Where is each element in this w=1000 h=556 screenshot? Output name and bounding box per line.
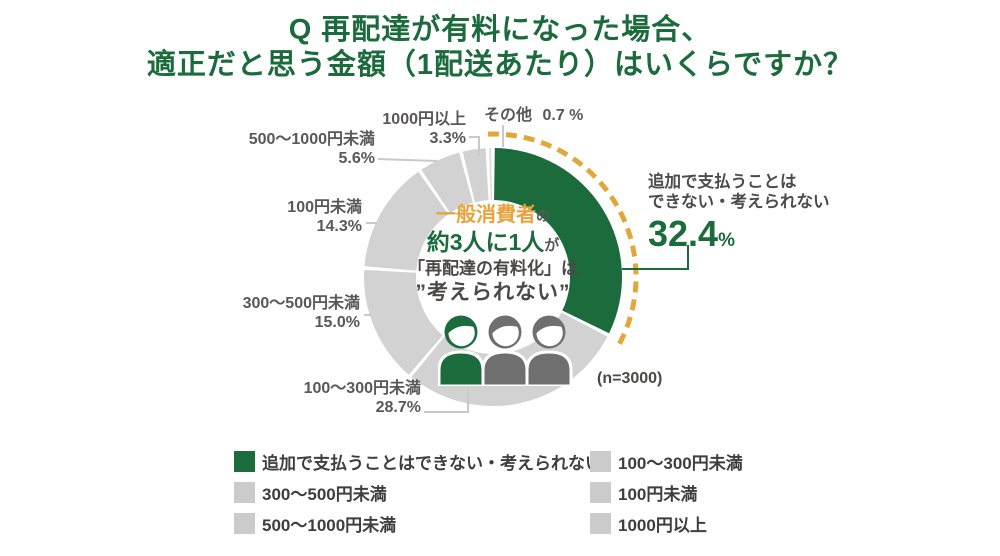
connector-500-1000	[377, 158, 438, 162]
legend-item-300-500: 300〜500円未満	[234, 477, 602, 508]
callout-500-1000-label: 500〜1000円未満	[248, 131, 375, 148]
connector-main-segment	[622, 245, 689, 270]
donut-segment	[494, 148, 623, 334]
callout-main-pct: 32.4%	[648, 214, 830, 261]
center-note-line2-tail: が	[544, 236, 560, 254]
legend-item-under100: 100円未満	[590, 477, 743, 508]
callout-main-pct-value: 32.4	[648, 213, 719, 254]
callout-300-500: 300〜500円未満 15.0%	[243, 294, 360, 332]
person-head-gray-1	[488, 315, 522, 349]
callout-main-pct-unit: %	[718, 230, 735, 251]
legend-label-100-300: 100〜300円未満	[618, 454, 743, 473]
connector-100-300	[424, 390, 469, 413]
person-head-green	[444, 315, 478, 349]
callout-500-1000: 500〜1000円未満 5.6%	[249, 130, 375, 168]
donut-segment	[421, 152, 473, 213]
legend-label-300-500: 300〜500円未満	[262, 485, 387, 504]
legend-label-500-1000: 500〜1000円未満	[262, 516, 397, 535]
callout-main-label-line1: 追加で支払うことは	[648, 173, 797, 191]
person-icon-gray-2	[525, 350, 573, 386]
person-icon-green	[438, 350, 485, 386]
legend-item-main: 追加で支払うことはできない・考えられない	[234, 446, 602, 477]
center-note-line1-tail: の	[536, 208, 550, 224]
callout-other: その他 0.7 %	[484, 106, 583, 125]
page-title-line1: Q 再配達が有料になった場合、	[288, 14, 712, 46]
callout-main-segment: 追加で支払うことは できない・考えられない 32.4%	[648, 172, 830, 261]
callout-over1000: 1000円以上 3.3%	[382, 110, 466, 148]
callout-other-label: その他	[484, 107, 533, 124]
person-icons	[438, 315, 573, 386]
callout-500-1000-pct: 5.6%	[338, 150, 375, 167]
callout-connectors	[364, 125, 504, 413]
center-note-line1: 一般消費者の	[373, 204, 613, 228]
legend-label-under100: 100円未満	[618, 485, 698, 504]
center-note-line3: 「再配達の有料化」は	[408, 258, 578, 278]
legend-swatch-gray	[590, 513, 611, 534]
emphasis-dashed-arc	[487, 131, 639, 346]
legend-item-100-300: 100〜300円未満	[590, 446, 743, 477]
center-note-line2: 約3人に1人が	[373, 229, 613, 256]
person-icon-gray-1	[481, 350, 529, 386]
legend-item-over1000: 1000円以上	[590, 508, 743, 539]
callout-under100: 100円未満 14.3%	[287, 198, 362, 236]
callout-100-300-pct: 28.7%	[375, 399, 421, 416]
legend-swatch-gray	[590, 451, 611, 472]
center-note-line2-emphasis: 約3人に1人	[426, 228, 545, 255]
legend-label-over1000: 1000円以上	[618, 516, 707, 535]
legend-swatch-gray	[234, 482, 255, 503]
legend-item-500-1000: 500〜1000円未満	[234, 508, 602, 539]
callout-under100-label: 100円未満	[287, 199, 362, 216]
callout-300-500-label: 300〜500円未満	[242, 295, 360, 312]
connector-over1000	[469, 136, 480, 156]
callout-over1000-label: 1000円以上	[382, 111, 466, 128]
donut-center-note: 一般消費者の 約3人に1人が 「再配達の有料化」は ”考えられない”	[373, 204, 613, 306]
callout-other-pct: 0.7 %	[542, 107, 584, 124]
legend-column-left: 追加で支払うことはできない・考えられない 300〜500円未満 500〜1000…	[234, 446, 602, 539]
page-title: Q 再配達が有料になった場合、 適正だと思う金額（1配送あたり）はいくらですか？	[0, 13, 1000, 83]
legend-swatch-green	[234, 451, 255, 472]
donut-segment	[364, 171, 449, 271]
callout-over1000-pct: 3.3%	[429, 130, 466, 147]
legend-label-main: 追加で支払うことはできない・考えられない	[262, 454, 602, 473]
callout-300-500-pct: 15.0%	[314, 314, 360, 331]
callout-100-300: 100〜300円未満 28.7%	[304, 379, 421, 417]
person-head-gray-2	[532, 315, 566, 349]
legend-swatch-gray	[234, 513, 255, 534]
center-note-line4: ”考えられない”	[415, 280, 571, 304]
page-title-line2: 適正だと思う金額（1配送あたり）はいくらですか？	[146, 49, 854, 81]
callout-main-label-line2: できない・考えられない	[648, 193, 830, 211]
donut-segment	[364, 269, 443, 375]
sample-size-label: (n=3000)	[597, 370, 663, 387]
donut-segment	[462, 148, 489, 203]
callout-under100-pct: 14.3%	[316, 218, 362, 235]
callout-100-300-label: 100〜300円未満	[303, 380, 421, 397]
legend-column-right: 100〜300円未満 100円未満 1000円以上	[590, 446, 743, 539]
legend-swatch-gray	[590, 482, 611, 503]
donut-segment	[489, 148, 492, 201]
center-note-line1-emphasis: 一般消費者	[436, 204, 536, 226]
